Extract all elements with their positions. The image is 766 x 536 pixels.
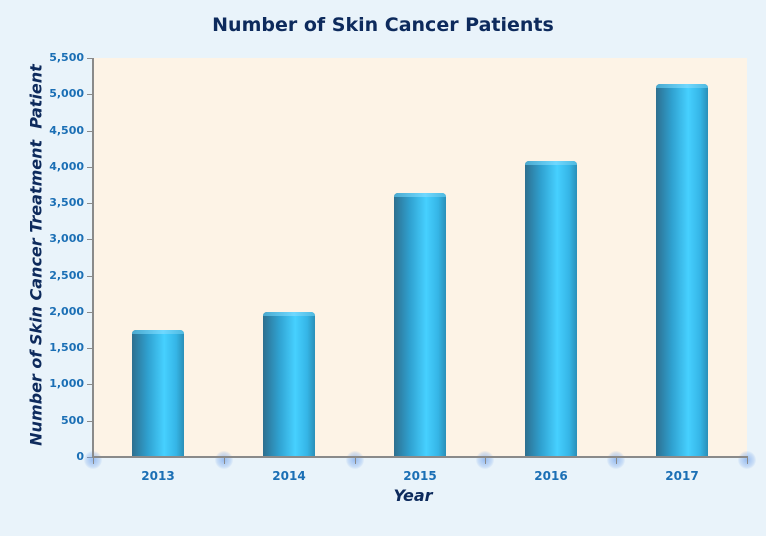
bar-2017 <box>656 84 708 457</box>
y-axis-title: Number of Skin Cancer Treatment Patient <box>26 64 46 446</box>
y-tick-mark <box>87 58 93 59</box>
y-axis-line <box>92 58 94 458</box>
chart-title: Number of Skin Cancer Patients <box>212 14 554 36</box>
x-tick-label: 2014 <box>272 469 306 483</box>
y-tick-mark <box>87 312 93 313</box>
y-tick-label: 3,000 <box>49 232 84 245</box>
x-tick-mark <box>485 457 486 464</box>
x-tick-mark <box>93 457 94 464</box>
y-tick-label: 3,500 <box>49 196 84 209</box>
y-tick-mark <box>87 203 93 204</box>
x-tick-label: 2017 <box>665 469 699 483</box>
y-tick-mark <box>87 276 93 277</box>
y-tick-label: 1,500 <box>49 341 84 354</box>
x-tick-mark <box>616 457 617 464</box>
x-tick-label: 2015 <box>403 469 437 483</box>
bar-2015 <box>394 193 446 457</box>
y-tick-mark <box>87 348 93 349</box>
y-tick-mark <box>87 131 93 132</box>
y-tick-label: 2,000 <box>49 305 84 318</box>
y-tick-label: 4,000 <box>49 160 84 173</box>
x-tick-label: 2013 <box>141 469 175 483</box>
y-tick-mark <box>87 421 93 422</box>
x-tick-mark <box>747 457 748 464</box>
bar-2014 <box>263 312 315 457</box>
y-tick-label: 1,000 <box>49 377 84 390</box>
x-tick-mark <box>224 457 225 464</box>
y-tick-mark <box>87 384 93 385</box>
bar-2016 <box>525 161 577 457</box>
y-tick-label: 2,500 <box>49 269 84 282</box>
y-tick-label: 5,000 <box>49 87 84 100</box>
y-tick-mark <box>87 167 93 168</box>
y-tick-mark <box>87 94 93 95</box>
x-axis-title: Year <box>393 486 433 505</box>
y-tick-label: 0 <box>76 450 84 463</box>
y-tick-label: 4,500 <box>49 124 84 137</box>
x-tick-mark <box>355 457 356 464</box>
y-tick-label: 500 <box>61 414 84 427</box>
x-tick-label: 2016 <box>534 469 568 483</box>
y-tick-mark <box>87 239 93 240</box>
x-axis-line <box>92 456 748 458</box>
bar-2013 <box>132 330 184 457</box>
y-tick-label: 5,500 <box>49 51 84 64</box>
